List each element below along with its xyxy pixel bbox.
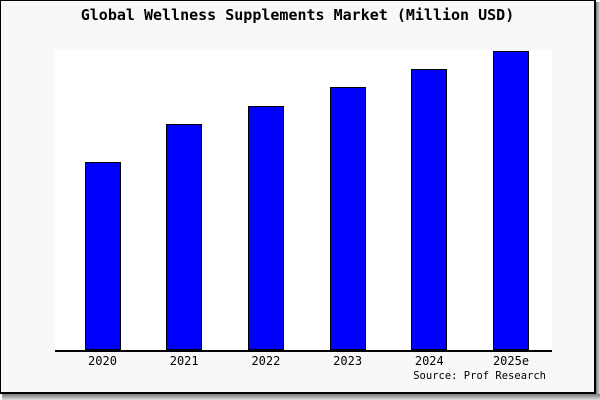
source-note: Source: Prof Research [413,370,546,382]
x-tick-label-2023: 2023 [333,354,363,368]
plot-area [55,50,552,352]
x-tick-label-2021: 2021 [169,354,199,368]
frame-shadow-right [596,2,600,400]
x-tick-label-2025e: 2025e [492,354,530,368]
bar-2022 [247,106,284,350]
bar-2024 [411,69,448,350]
chart-title: Global Wellness Supplements Market (Mill… [80,6,515,24]
bar-2025e [493,51,529,350]
frame-shadow-bottom [2,394,600,400]
x-tick-label-2020: 2020 [88,354,117,368]
chart-frame: Global Wellness Supplements Market (Mill… [0,0,596,394]
bar-2023 [329,87,366,350]
x-tick-label-2024: 2024 [414,354,444,368]
x-tick-label-2022: 2022 [251,354,281,368]
bar-2021 [166,124,203,350]
bar-2020 [84,162,121,350]
